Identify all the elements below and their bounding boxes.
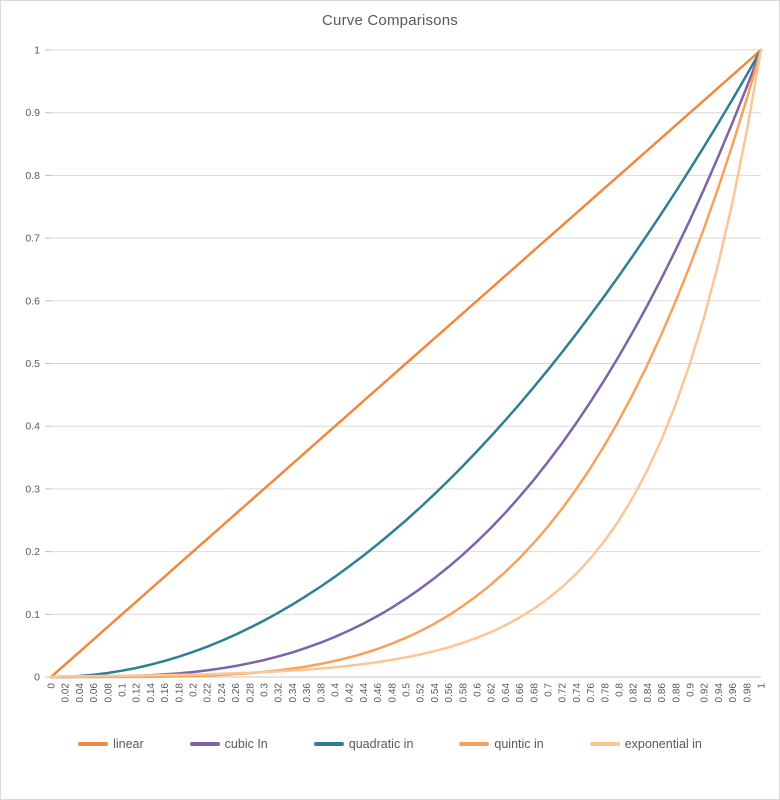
x-tick-label: 0.28 bbox=[245, 683, 256, 703]
x-tick-label: 0.7 bbox=[544, 683, 555, 697]
x-tick-label: 0.72 bbox=[558, 683, 569, 703]
x-tick-label: 0.34 bbox=[288, 683, 299, 703]
y-tick-label: 0.6 bbox=[25, 295, 40, 307]
x-tick-label: 0.14 bbox=[146, 683, 157, 703]
legend: linear cubic In quadratic in quintic in expo… bbox=[1, 737, 779, 751]
x-tick-label: 0.76 bbox=[586, 683, 597, 703]
x-tick-label: 0.48 bbox=[387, 683, 398, 703]
x-tick-label: 0.88 bbox=[671, 683, 682, 703]
x-tick-label: 0.5 bbox=[402, 683, 413, 697]
x-tick-label: 0.02 bbox=[61, 683, 72, 703]
x-tick-label: 0.9 bbox=[686, 683, 697, 697]
chart-title: Curve Comparisons bbox=[322, 12, 458, 29]
x-tick-label: 0.54 bbox=[430, 683, 441, 703]
y-tick-label: 0.9 bbox=[25, 107, 40, 119]
x-tick-label: 0.44 bbox=[359, 683, 370, 703]
x-tick-label: 0.92 bbox=[700, 683, 711, 703]
x-tick-label: 0.38 bbox=[316, 683, 327, 703]
y-axis-labels: 1 0.9 0.8 0.7 0.6 0.5 0.4 0.3 0.2 0.1 0 bbox=[25, 45, 40, 684]
x-axis-labels: 0 0.02 0.04 0.06 0.08 0.1 0.12 0.14 0.16 0.18 0.2 0… bbox=[47, 683, 768, 703]
x-tick-label: 0 bbox=[47, 683, 58, 689]
x-tick-label: 0.24 bbox=[217, 683, 228, 703]
legend-label: quadratic in bbox=[348, 737, 414, 751]
series-line-linear bbox=[49, 48, 763, 679]
legend-swatch-cubic-in bbox=[189, 742, 220, 746]
x-tick-label: 0.68 bbox=[529, 683, 540, 703]
legend-item-cubic-in[interactable]: cubic In bbox=[189, 737, 268, 751]
x-tick-label: 0.98 bbox=[742, 683, 753, 703]
x-tick-label: 0.8 bbox=[615, 683, 626, 697]
legend-label: linear bbox=[113, 737, 144, 751]
x-tick-label: 0.78 bbox=[600, 683, 611, 703]
series-line-exponential-in bbox=[49, 48, 763, 679]
x-tick-label: 0.58 bbox=[458, 683, 469, 703]
plot-area: 10.90.80.70.60.50.40.30.20.100 0.02 0.04 0.… bbox=[25, 45, 768, 703]
series-line-quadratic-in bbox=[49, 48, 763, 679]
x-tick-label: 0.32 bbox=[274, 683, 285, 703]
y-tick-label: 0.5 bbox=[25, 358, 40, 370]
x-tick-label: 0.56 bbox=[444, 683, 455, 703]
x-tick-label: 0.36 bbox=[302, 683, 313, 703]
legend-label: cubic In bbox=[224, 737, 268, 751]
x-tick-label: 0.64 bbox=[501, 683, 512, 703]
x-tick-label: 0.26 bbox=[231, 683, 242, 703]
x-tick-label: 0.66 bbox=[515, 683, 526, 703]
legend-item-linear[interactable]: linear bbox=[78, 737, 144, 751]
x-tick-label: 0.46 bbox=[373, 683, 384, 703]
x-tick-label: 1 bbox=[757, 683, 768, 689]
x-tick-label: 0.6 bbox=[473, 683, 484, 697]
legend-item-quintic-in[interactable]: quintic in bbox=[459, 737, 544, 751]
x-tick-label: 0.18 bbox=[174, 683, 185, 703]
x-tick-label: 0.82 bbox=[629, 683, 640, 703]
x-tick-label: 0.08 bbox=[103, 683, 114, 703]
x-tick-label: 0.94 bbox=[714, 683, 725, 703]
y-tick-label: 0 bbox=[34, 672, 40, 684]
y-tick-label: 0.7 bbox=[25, 233, 40, 245]
y-tick-label: 1 bbox=[34, 45, 40, 57]
legend-item-quadratic-in[interactable]: quadratic in bbox=[313, 737, 414, 751]
x-tick-label: 0.84 bbox=[643, 683, 654, 703]
x-tick-label: 0.86 bbox=[657, 683, 668, 703]
y-tick-label: 0.8 bbox=[25, 170, 40, 182]
legend-swatch-exponential-in bbox=[589, 742, 620, 746]
x-tick-label: 0.06 bbox=[89, 683, 100, 703]
legend-label: quintic in bbox=[494, 737, 544, 751]
legend-swatch-linear bbox=[78, 742, 109, 746]
x-tick-label: 0.96 bbox=[728, 683, 739, 703]
x-tick-label: 0.52 bbox=[416, 683, 427, 703]
x-tick-label: 0.62 bbox=[487, 683, 498, 703]
x-tick-label: 0.74 bbox=[572, 683, 583, 703]
x-tick-label: 0.16 bbox=[160, 683, 171, 703]
y-tick-label: 0.4 bbox=[25, 421, 40, 433]
x-tick-label: 0.4 bbox=[331, 683, 342, 697]
legend-item-exponential-in[interactable]: exponential in bbox=[589, 737, 702, 751]
legend-label: exponential in bbox=[624, 737, 702, 751]
legend-swatch-quadratic-in bbox=[313, 742, 344, 746]
y-tick-label: 0.2 bbox=[25, 546, 40, 558]
y-tick-label: 0.3 bbox=[25, 483, 40, 495]
x-tick-label: 0.3 bbox=[260, 683, 271, 697]
y-tick-label: 0.1 bbox=[25, 609, 40, 621]
series-line-quintic-in bbox=[49, 48, 763, 679]
x-tick-label: 0.22 bbox=[203, 683, 214, 703]
x-tick-label: 0.2 bbox=[189, 683, 200, 697]
x-tick-label: 0.12 bbox=[132, 683, 143, 703]
legend-swatch-quintic-in bbox=[459, 742, 490, 746]
x-tick-label: 0.1 bbox=[118, 683, 129, 697]
x-tick-label: 0.04 bbox=[75, 683, 86, 703]
x-tick-label: 0.42 bbox=[345, 683, 356, 703]
